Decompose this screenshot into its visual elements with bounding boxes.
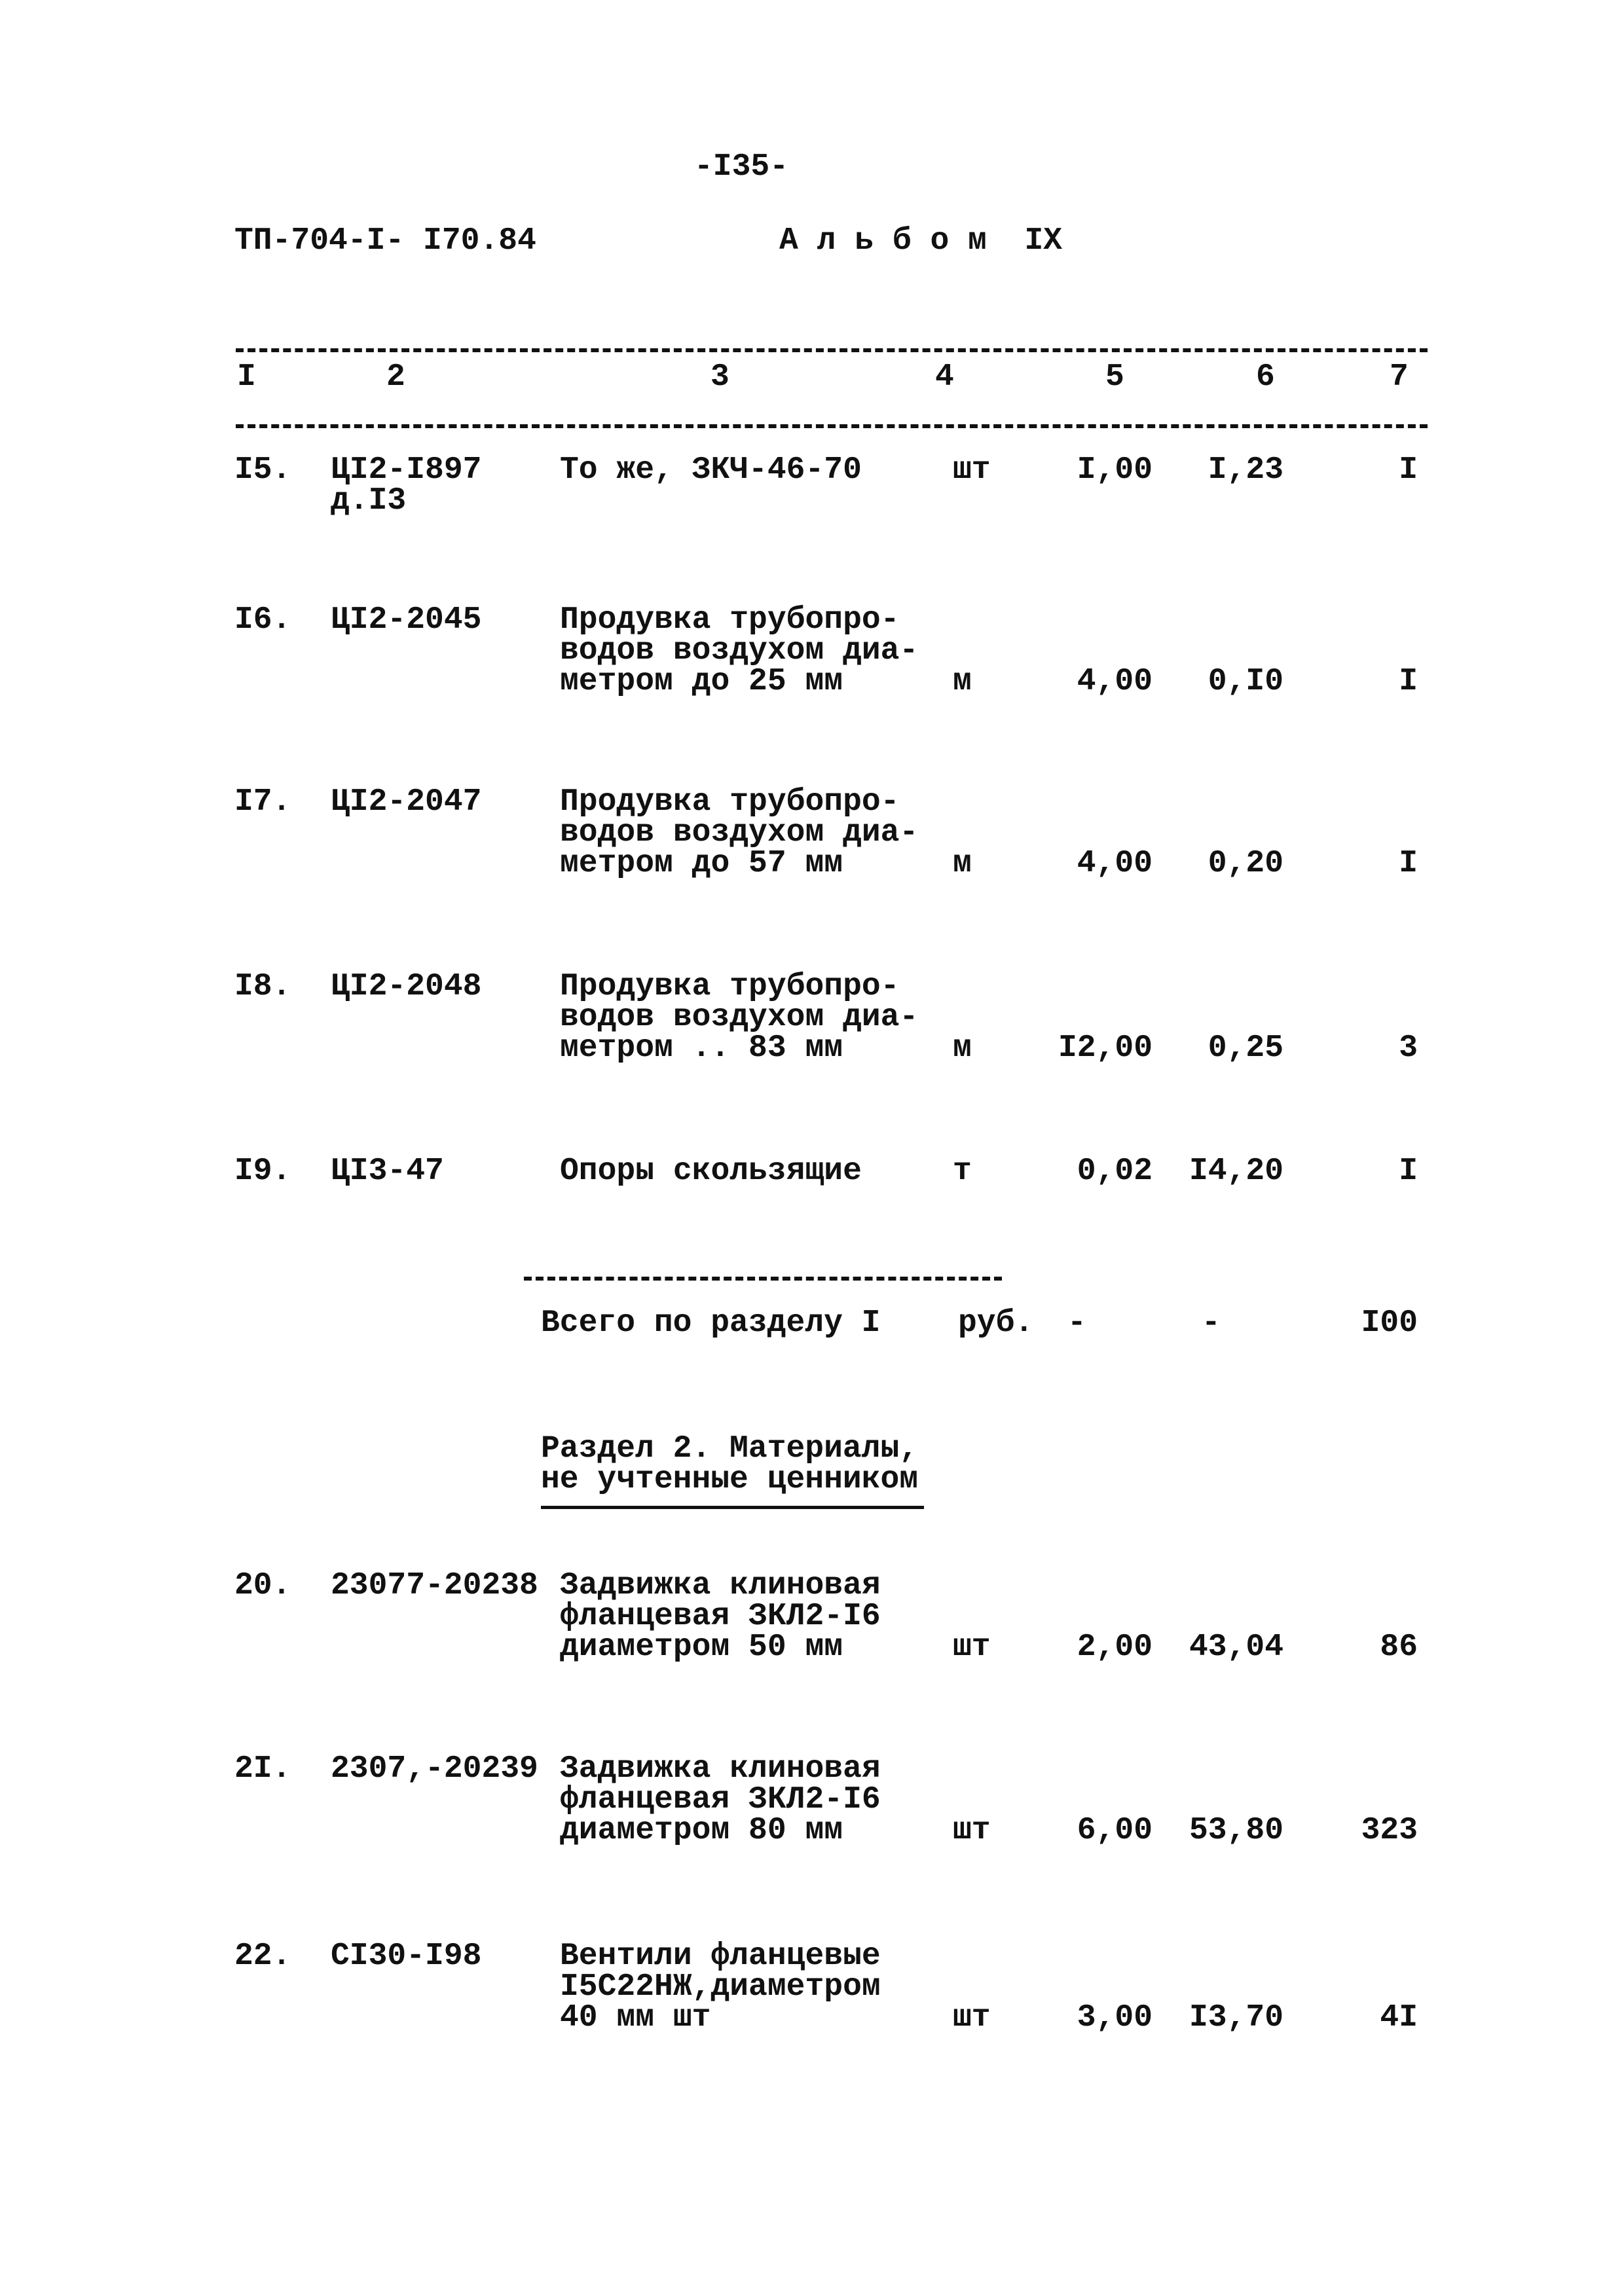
row-unit: м: [953, 846, 972, 881]
col-header-7: 7: [1390, 359, 1409, 395]
row-unit: т: [953, 1154, 972, 1189]
row-description: Задвижка клиновая фланцевая ЗКЛ2-I6 диам…: [560, 1751, 881, 1848]
row-unit: м: [953, 1030, 972, 1066]
row-quantity: 3,00: [1077, 2000, 1153, 2035]
album-title: А л ь б о м IX: [779, 223, 1063, 259]
row-description: Продувка трубопро- водов воздухом диа- м…: [560, 784, 919, 881]
row-price: I,23: [1208, 452, 1283, 488]
row-code: ЦI2-2047: [331, 784, 482, 820]
row-price: 53,80: [1189, 1813, 1283, 1848]
subtotal-qty: -: [1067, 1305, 1086, 1341]
row-code: 2307,-20239: [331, 1751, 538, 1787]
row-description: Вентили фланцевые I5С22НЖ,диаметром 40 м…: [560, 1939, 881, 2035]
row-total: 3: [1399, 1030, 1418, 1066]
header-divider-bottom: [236, 424, 1428, 428]
row-quantity: 4,00: [1077, 846, 1153, 881]
row-quantity: I,00: [1077, 452, 1153, 488]
header-divider-top: [236, 348, 1428, 352]
row-price: I4,20: [1189, 1154, 1283, 1189]
row-unit: шт: [953, 2000, 991, 2035]
document-code: ТП-704-I- I70.84: [234, 223, 536, 259]
row-code: ЦI2-I897 д.I3: [331, 452, 482, 519]
row-number: I8.: [234, 969, 291, 1004]
subtotal-unit: руб.: [958, 1305, 1034, 1341]
col-header-4: 4: [935, 359, 954, 395]
row-number: 22.: [234, 1939, 291, 1974]
row-total: I: [1399, 452, 1418, 488]
row-quantity: 0,02: [1077, 1154, 1153, 1189]
row-description: Продувка трубопро- водов воздухом диа- м…: [560, 969, 919, 1066]
subtotal-total: I00: [1361, 1305, 1418, 1341]
col-header-5: 5: [1105, 359, 1124, 395]
row-price: 43,04: [1189, 1630, 1283, 1665]
col-header-2: 2: [386, 359, 405, 395]
row-total: I: [1399, 664, 1418, 699]
row-total: 323: [1361, 1813, 1418, 1848]
row-price: I3,70: [1189, 2000, 1283, 2035]
subtotal-price: -: [1202, 1305, 1221, 1341]
row-quantity: I2,00: [1058, 1030, 1153, 1066]
row-number: I7.: [234, 784, 291, 820]
row-number: 2I.: [234, 1751, 291, 1787]
row-unit: шт: [953, 1813, 991, 1848]
row-description: Опоры скользящие: [560, 1154, 862, 1189]
col-header-6: 6: [1256, 359, 1275, 395]
subtotal-divider: [524, 1277, 1002, 1281]
row-quantity: 2,00: [1077, 1630, 1153, 1665]
row-number: I9.: [234, 1154, 291, 1189]
page-number: -I35-: [694, 149, 789, 185]
row-number: I5.: [234, 452, 291, 488]
col-header-3: 3: [710, 359, 729, 395]
row-description: Задвижка клиновая фланцевая ЗКЛ2-I6 диам…: [560, 1568, 881, 1665]
row-description: То же, ЗКЧ-46-70: [560, 452, 862, 488]
row-number: 20.: [234, 1568, 291, 1603]
row-description: Продувка трубопро- водов воздухом диа- м…: [560, 602, 919, 699]
row-number: I6.: [234, 602, 291, 638]
row-price: 0,20: [1208, 846, 1283, 881]
row-total: I: [1399, 846, 1418, 881]
row-total: I: [1399, 1154, 1418, 1189]
section-2-underline: [541, 1506, 924, 1509]
row-price: 0,I0: [1208, 664, 1283, 699]
row-total: 4I: [1380, 2000, 1418, 2035]
row-total: 86: [1380, 1630, 1418, 1665]
section-2-title: Раздел 2. Материалы, не учтенные ценнико…: [541, 1431, 919, 1497]
row-code: ЦI2-2048: [331, 969, 482, 1004]
row-unit: шт: [953, 452, 991, 488]
col-header-1: I: [237, 359, 256, 395]
row-quantity: 4,00: [1077, 664, 1153, 699]
row-code: CI30-I98: [331, 1939, 482, 1974]
row-unit: шт: [953, 1630, 991, 1665]
row-code: ЦI3-47: [331, 1154, 444, 1189]
row-code: ЦI2-2045: [331, 602, 482, 638]
row-unit: м: [953, 664, 972, 699]
subtotal-label: Всего по разделу I: [541, 1305, 881, 1341]
row-price: 0,25: [1208, 1030, 1283, 1066]
row-code: 23077-20238: [331, 1568, 538, 1603]
row-quantity: 6,00: [1077, 1813, 1153, 1848]
